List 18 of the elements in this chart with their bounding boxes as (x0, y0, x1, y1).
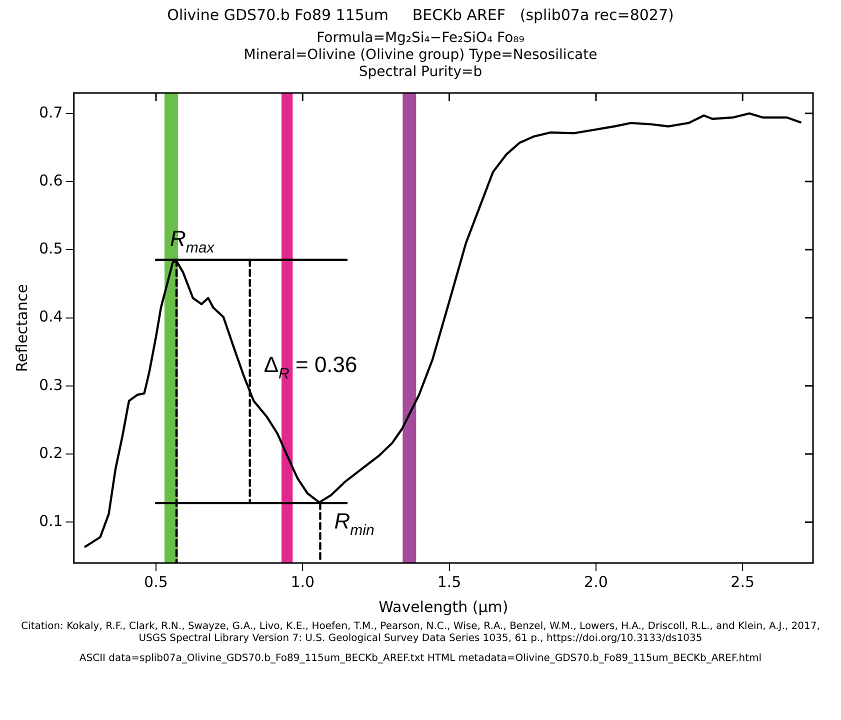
chart-subtitle: Formula=Mg₂Si₄−Fe₂SiO₄ Fo₈₉ Mineral=Olivine (Olivine group) Type=Nesosilicate Spectral Purity=b (242, 30, 598, 81)
y-tick-label: 0.3 (38, 376, 63, 394)
text: ASCII data=splib07a_Olivine_GDS70.b_Fo89_115um_BECKb_AREF.txt HTML metadata=Olivine_GDS70.b_Fo89_115um_BECKb_AREF.html (78, 653, 763, 665)
x-tick-label: 1.0 (290, 572, 315, 591)
y-tick-label: 0.6 (38, 171, 63, 190)
y-tick-label: 0.1 (38, 512, 63, 530)
x-tick-label: 2.0 (584, 572, 608, 591)
x-tick-label: 1.5 (437, 572, 462, 591)
x-tick-label: 2.5 (730, 572, 755, 591)
chart-title: Olivine GDS70.b Fo89 115um BECKb AREF (splib07a rec=8027) (166, 6, 675, 24)
y-tick-label: 0.4 (38, 308, 63, 326)
x-axis-title: Wavelength (μm) (378, 598, 508, 616)
y-tick-label: 0.5 (38, 240, 63, 258)
x-tick-label: 0.5 (144, 572, 168, 591)
y-axis-title: Reflectance (12, 284, 31, 372)
text: Citation: Kokaly, R.F., Clark, R.N., Swayze, G.A., Livo, K.E., Hoefen, T.M., Pearson, N.C., Wise, R.A., Benzel, W.M., Lowers, H.A., Driscoll, R.L., and Klein, A.J., 2017, USGS Spectral Library Version 7: U.S. Geological Survey Data Series 1035, 61 p., https://doi.org/10.3133/ds1035 (20, 621, 821, 645)
y-tick-label: 0.7 (38, 103, 63, 122)
y-tick-label: 0.2 (38, 444, 63, 462)
